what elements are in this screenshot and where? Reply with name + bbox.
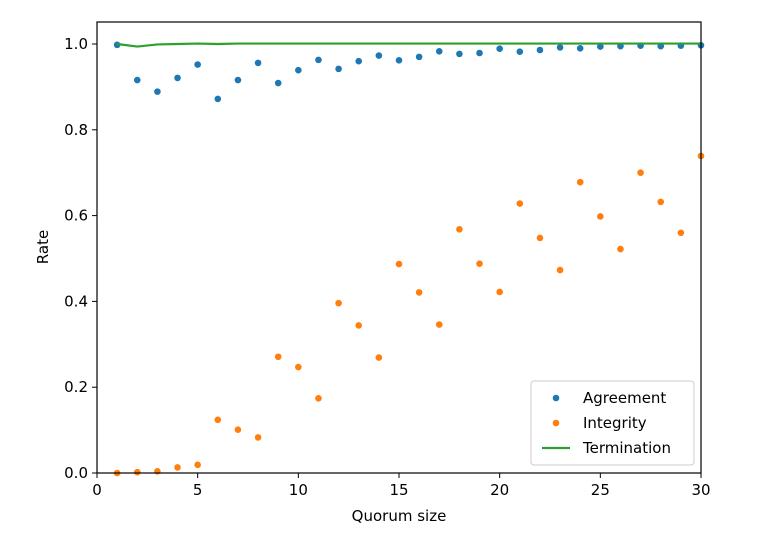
integrity-point: [395, 260, 403, 268]
agreement-point: [234, 76, 242, 84]
agreement-point: [476, 49, 483, 57]
agreement-point: [154, 88, 161, 95]
x-tick-label: 20: [490, 481, 509, 499]
x-axis-label: Quorum size: [352, 507, 447, 525]
integrity-point: [194, 461, 201, 469]
agreement-point: [375, 52, 383, 59]
agreement-point: [254, 59, 262, 67]
integrity-point: [576, 178, 584, 186]
legend-box: [530, 380, 695, 466]
integrity-point: [476, 260, 483, 267]
integrity-point: [133, 468, 141, 476]
agreement-point: [355, 57, 363, 65]
integrity-point: [456, 226, 463, 233]
integrity-point: [677, 229, 685, 237]
agreement-legend-label: Agreement: [583, 389, 666, 407]
integrity-point: [536, 234, 544, 242]
integrity-point: [516, 200, 524, 207]
agreement-point: [174, 74, 181, 82]
y-tick-label: 0.8: [64, 121, 88, 139]
integrity-point: [274, 353, 282, 361]
agreement-point: [315, 56, 322, 64]
integrity-point: [315, 395, 322, 402]
agreement-point: [274, 79, 282, 87]
integrity-point: [214, 416, 222, 424]
agreement-point: [496, 45, 503, 53]
integrity-point: [637, 169, 644, 176]
agreement-point: [335, 65, 342, 73]
agreement-point: [597, 43, 604, 50]
agreement-legend-marker: [552, 394, 560, 402]
agreement-point: [214, 95, 222, 103]
agreement-point: [395, 57, 403, 64]
y-tick-label: 0.6: [64, 207, 88, 225]
agreement-point: [435, 47, 443, 55]
integrity-point: [355, 322, 363, 329]
x-tick-label: 5: [193, 481, 203, 499]
y-tick-label: 0.2: [64, 378, 88, 396]
x-tick-label: 0: [92, 481, 102, 499]
y-tick-label: 0.4: [64, 292, 88, 310]
agreement-point: [556, 44, 564, 51]
y-tick-label: 1.0: [64, 35, 88, 53]
integrity-point: [597, 213, 604, 220]
x-tick-label: 25: [591, 481, 610, 499]
termination-line: [116, 42, 701, 48]
integrity-point: [415, 289, 423, 296]
x-tick-label: 30: [691, 481, 710, 499]
agreement-point: [194, 61, 201, 68]
legend: Agreement Integrity Termination: [530, 380, 695, 466]
integrity-point: [234, 426, 242, 433]
integrity-legend-label: Integrity: [583, 414, 647, 432]
integrity-point: [335, 299, 342, 307]
integrity-point: [435, 321, 443, 328]
x-tick-label: 15: [389, 481, 408, 499]
integrity-point: [375, 354, 383, 361]
integrity-point: [657, 198, 665, 206]
termination-legend-label: Termination: [582, 439, 671, 457]
y-axis-label: Rate: [34, 230, 52, 264]
agreement-point: [295, 66, 302, 74]
integrity-point: [496, 288, 503, 296]
x-tick-label: 10: [289, 481, 308, 499]
integrity-point: [174, 464, 181, 471]
integrity-point: [617, 245, 624, 253]
y-axis: 0.0 0.2 0.4 0.6 0.8 1.0: [64, 35, 97, 482]
agreement-point: [456, 50, 463, 58]
integrity-legend-marker: [552, 419, 560, 427]
integrity-point: [556, 266, 564, 274]
x-axis: 0 5 10 15 20 25 30: [92, 473, 711, 499]
agreement-point: [576, 44, 584, 52]
agreement-point: [516, 48, 524, 56]
integrity-point: [254, 434, 262, 441]
integrity-point: [295, 363, 302, 371]
agreement-point: [536, 46, 544, 54]
y-tick-label: 0.0: [64, 464, 88, 482]
agreement-point: [133, 76, 141, 84]
plot-marks: [113, 41, 705, 477]
agreement-point: [415, 53, 423, 61]
